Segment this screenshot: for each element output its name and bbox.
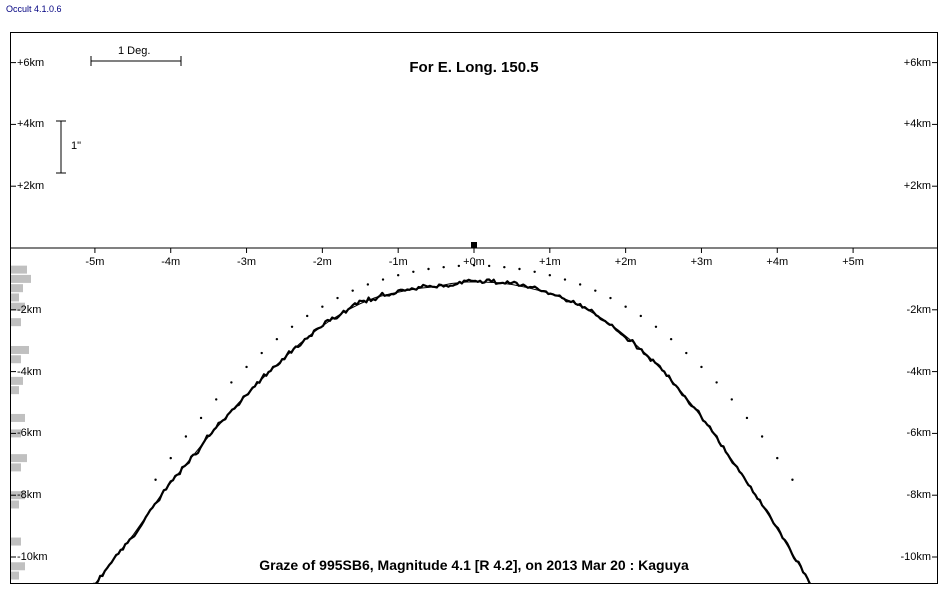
x-tick-label: +4m [762, 256, 792, 268]
y-tick-label-right: -4km [897, 366, 931, 378]
x-tick-label: -4m [156, 256, 186, 268]
app-version-label: Occult 4.1.0.6 [6, 4, 62, 14]
x-tick-label: +1m [535, 256, 565, 268]
app-container: Occult 4.1.0.6 For E. Long. 150.5 Graze … [0, 0, 950, 604]
x-tick-label: -2m [307, 256, 337, 268]
y-tick-label-left: +2km [17, 180, 51, 192]
y-tick-label-right: -6km [897, 427, 931, 439]
y-tick-label-left: +6km [17, 57, 51, 69]
x-tick-label: +0m [459, 256, 489, 268]
x-tick-label: +5m [838, 256, 868, 268]
arcsec-scale-label: 1" [71, 140, 81, 152]
y-tick-label-right: +2km [897, 180, 931, 192]
y-tick-label-left: -4km [17, 366, 51, 378]
y-tick-label-left: -8km [17, 489, 51, 501]
x-tick-label: -5m [80, 256, 110, 268]
y-tick-label-left: -2km [17, 304, 51, 316]
y-tick-label-right: +6km [897, 57, 931, 69]
x-tick-label: +3m [686, 256, 716, 268]
y-tick-label-right: -2km [897, 304, 931, 316]
chart-caption: Graze of 995SB6, Magnitude 4.1 [R 4.2], … [11, 557, 937, 573]
x-tick-label: +2m [611, 256, 641, 268]
y-tick-label-right: -8km [897, 489, 931, 501]
plot-frame: For E. Long. 150.5 Graze of 995SB6, Magn… [10, 32, 938, 584]
y-tick-label-right: -10km [897, 551, 931, 563]
deg-scale-label: 1 Deg. [118, 45, 150, 57]
x-tick-label: -1m [383, 256, 413, 268]
x-tick-label: -3m [232, 256, 262, 268]
y-tick-label-left: -6km [17, 427, 51, 439]
y-tick-label-right: +4km [897, 118, 931, 130]
chart-svg [11, 33, 937, 583]
y-tick-label-left: +4km [17, 118, 51, 130]
y-tick-label-left: -10km [17, 551, 51, 563]
